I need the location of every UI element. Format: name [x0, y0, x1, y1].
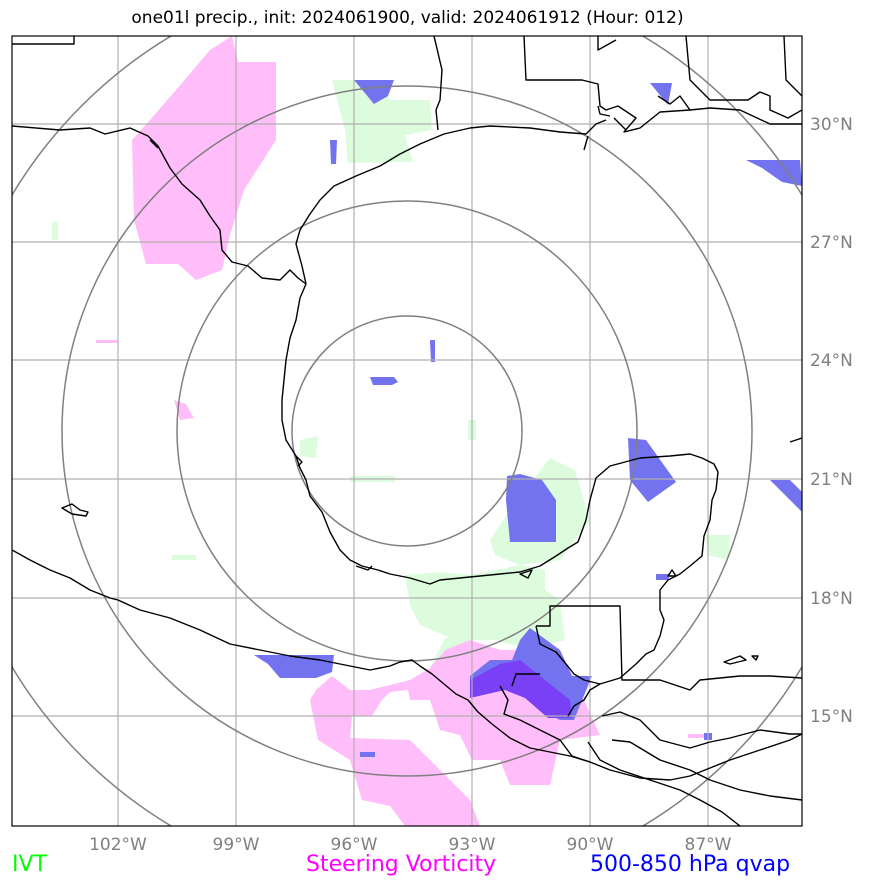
lat-tick-label: 30°N: [810, 115, 853, 135]
lat-tick-label: 18°N: [810, 589, 853, 609]
lon-tick-label: 96°W: [331, 835, 378, 855]
lat-tick-label: 24°N: [810, 351, 853, 371]
lon-tick-label: 87°W: [685, 835, 732, 855]
legend-ivt: IVT: [12, 852, 47, 877]
lat-tick-label: 27°N: [810, 233, 853, 253]
overlap-field: [470, 660, 572, 718]
lat-tick-label: 15°N: [810, 707, 853, 727]
lat-tick-labels: 30°N 27°N 24°N 21°N 18°N 15°N: [810, 115, 853, 727]
lon-tick-label: 90°W: [567, 835, 614, 855]
map-frame: [11, 35, 803, 827]
lon-tick-labels: 102°W 99°W 96°W 93°W 90°W 87°W: [89, 835, 732, 855]
coastlines: [12, 36, 802, 826]
lat-tick-label: 21°N: [810, 470, 853, 490]
lon-tick-label: 99°W: [213, 835, 260, 855]
lon-tick-label: 102°W: [89, 835, 147, 855]
legend-qvap: 500-850 hPa qvap: [590, 852, 791, 877]
lon-tick-label: 93°W: [449, 835, 496, 855]
map-title: one01l precip., init: 2024061900, valid:…: [131, 8, 684, 28]
legend-steering-vorticity: Steering Vorticity: [306, 852, 497, 877]
graticule: [12, 36, 802, 826]
